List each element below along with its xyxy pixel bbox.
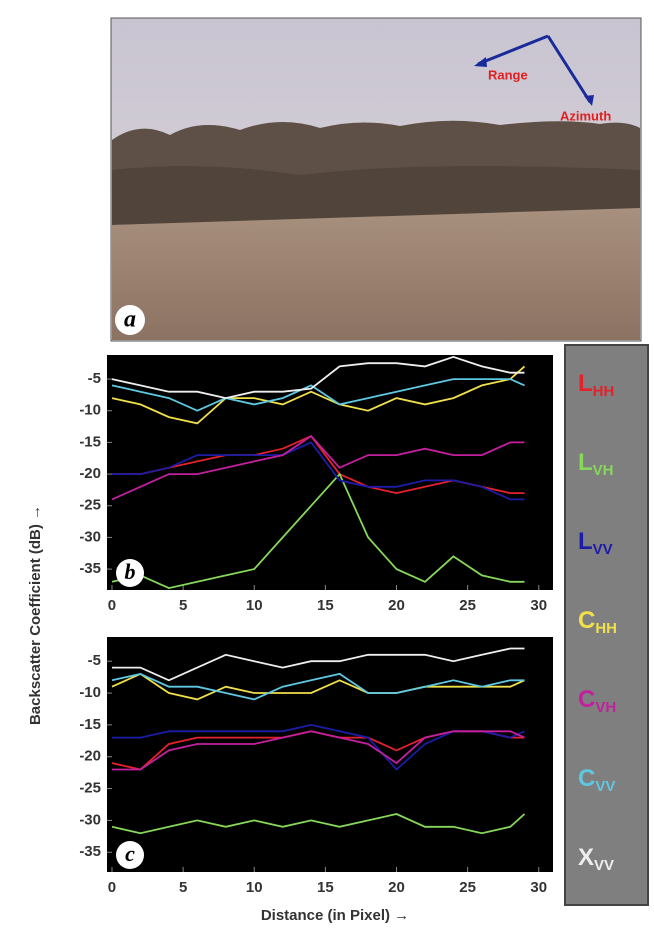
- series-line: [112, 647, 525, 682]
- y-tick-label: -10: [79, 402, 101, 419]
- x-axis-label: Distance (in Pixel) →: [261, 907, 409, 924]
- legend-entry: CVV: [578, 765, 615, 795]
- legend-entry: LHH: [578, 370, 614, 400]
- x-tick-label: 15: [317, 879, 334, 896]
- panel-badge: [115, 305, 145, 335]
- legend-entry: LVH: [578, 449, 614, 479]
- photo: Range Azimuth a: [110, 17, 642, 342]
- legend-entry: LVV: [578, 528, 613, 558]
- arrow-range: [477, 34, 549, 66]
- series-line: [111, 355, 525, 400]
- y-tick-label: -5: [88, 652, 101, 669]
- panel-label: b: [125, 559, 136, 584]
- series-line: [112, 441, 525, 501]
- y-tick-label: -25: [79, 497, 101, 514]
- arrow-head: [584, 95, 594, 106]
- series-line: [111, 472, 525, 590]
- legend-entry: XVV: [578, 844, 614, 874]
- x-tick-label: 20: [388, 879, 405, 896]
- panel-label: a: [124, 307, 136, 333]
- y-tick-label: -30: [79, 811, 101, 828]
- y-tick-label: -30: [79, 528, 101, 545]
- legend-entry: CHH: [578, 607, 617, 637]
- plot-area: [107, 637, 553, 872]
- soil: [112, 208, 640, 340]
- x-tick-label: 10: [246, 597, 263, 614]
- x-tick-label: 0: [108, 597, 116, 614]
- series-line: [111, 365, 526, 425]
- y-tick-label: -15: [79, 433, 101, 450]
- y-tick-label: -5: [88, 370, 101, 387]
- annotation: Azimuth: [560, 108, 611, 123]
- x-tick-label: 5: [179, 879, 187, 896]
- x-tick-label: 30: [530, 879, 547, 896]
- x-tick-label: 25: [459, 597, 476, 614]
- series-line: [111, 672, 525, 701]
- panel-badge: [116, 559, 144, 587]
- legend-entry: CVH: [578, 686, 616, 716]
- y-tick-label: -35: [79, 560, 101, 577]
- y-tick-label: -10: [79, 684, 101, 701]
- arrow-head: [474, 57, 487, 67]
- x-tick-label: 15: [317, 597, 334, 614]
- y-tick-label: -35: [79, 843, 101, 860]
- plot-area: [107, 355, 553, 590]
- annotation: Range: [488, 67, 528, 82]
- y-axis-label: Backscatter Coefficient (dB) →: [27, 505, 44, 725]
- x-tick-label: 30: [530, 597, 547, 614]
- x-tick-label: 10: [246, 879, 263, 896]
- panel-label: c: [125, 841, 135, 866]
- x-tick-label: 20: [388, 597, 405, 614]
- y-tick-label: -15: [79, 716, 101, 733]
- trees-shadow: [112, 166, 640, 225]
- series-line: [111, 672, 525, 701]
- x-tick-label: 0: [108, 879, 116, 896]
- series-line: [111, 434, 525, 501]
- y-tick-label: -20: [79, 748, 101, 765]
- x-tick-label: 25: [459, 879, 476, 896]
- series-line: [111, 813, 526, 835]
- y-tick-label: -20: [79, 465, 101, 482]
- panel-badge: [116, 841, 144, 869]
- series-line: [112, 730, 525, 771]
- x-tick-label: 5: [179, 597, 187, 614]
- legend-box: [564, 344, 649, 906]
- y-tick-label: -25: [79, 780, 101, 797]
- series-line: [111, 378, 525, 412]
- arrow-azimuth: [546, 35, 592, 103]
